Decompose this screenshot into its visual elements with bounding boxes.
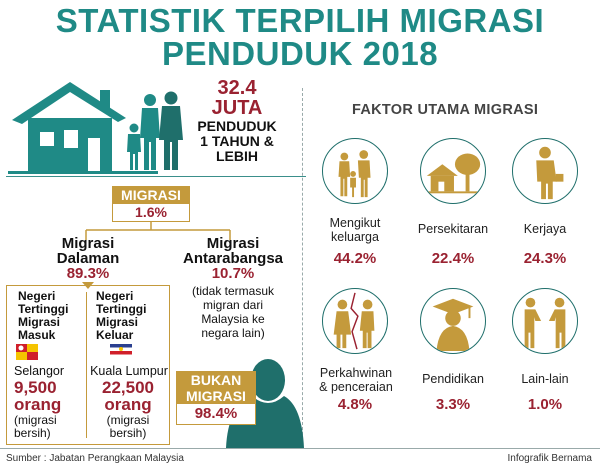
population-label-3: LEBIH bbox=[216, 148, 258, 164]
population-label-2: 1 TAHUN & bbox=[200, 133, 274, 149]
source-text: Sumber : Jabatan Perangkaan Malaysia bbox=[6, 453, 184, 464]
faktor-3-value: 24.3% bbox=[523, 250, 567, 267]
faktor-4-label-1: Perkahwinan bbox=[319, 366, 393, 380]
states-divider bbox=[86, 292, 87, 438]
bukan-migrasi-box: BUKAN MIGRASI 98.4% bbox=[176, 371, 256, 425]
migrasi-value: 1.6% bbox=[135, 204, 167, 220]
keluar-value: 22,500 bbox=[102, 378, 154, 397]
masuk-state: Selangor bbox=[14, 364, 65, 378]
selangor-flag-icon bbox=[16, 344, 38, 360]
population-label-1: PENDUDUK bbox=[197, 118, 277, 134]
population-value: 32.4 bbox=[217, 77, 257, 99]
states-frame bbox=[6, 285, 170, 445]
left-divider bbox=[6, 176, 306, 177]
footer-divider bbox=[0, 448, 600, 449]
masuk-header-2: Tertinggi bbox=[18, 302, 69, 316]
kuala-lumpur-flag-icon bbox=[110, 344, 132, 358]
handshake-icon bbox=[512, 288, 578, 354]
faktor-title: FAKTOR UTAMA MIGRASI bbox=[352, 102, 539, 118]
masuk-unit: orang bbox=[14, 395, 62, 414]
house-tree-icon bbox=[420, 138, 486, 204]
faktor-6-value: 1.0% bbox=[527, 396, 563, 413]
faktor-5-value: 3.3% bbox=[435, 396, 471, 413]
masuk-header-1: Negeri bbox=[18, 289, 56, 303]
masuk-value: 9,500 bbox=[14, 378, 57, 397]
bukan-line-1: BUKAN bbox=[177, 372, 255, 388]
faktor-1-label-1: Mengikut bbox=[329, 216, 381, 230]
keluar-header-2: Tertinggi bbox=[96, 302, 147, 316]
faktor-1-value: 44.2% bbox=[333, 250, 377, 267]
title-line-2: PENDUDUK 2018 bbox=[161, 35, 439, 72]
keluar-note-2: bersih) bbox=[109, 426, 147, 440]
migrasi-label: MIGRASI bbox=[113, 187, 189, 204]
keluar-header-4: Keluar bbox=[96, 328, 134, 342]
antarabangsa-line-2: Antarabangsa bbox=[182, 250, 284, 267]
antarabangsa-note-1: (tidak termasuk bbox=[191, 284, 275, 298]
faktor-2-value: 22.4% bbox=[431, 250, 475, 267]
faktor-5-label-1: Pendidikan bbox=[422, 372, 484, 386]
businessman-icon bbox=[512, 138, 578, 204]
faktor-1-label-2: keluarga bbox=[331, 230, 379, 244]
broken-couple-icon bbox=[322, 288, 388, 354]
migrasi-box: MIGRASI 1.6% bbox=[112, 186, 190, 222]
masuk-note-2: bersih) bbox=[14, 426, 51, 440]
graduate-icon bbox=[420, 288, 486, 354]
dalaman-line-2: Dalaman bbox=[56, 250, 120, 267]
faktor-4-label-2: & penceraian bbox=[319, 380, 393, 394]
dalaman-value: 89.3% bbox=[66, 265, 110, 282]
keluar-header-3: Migrasi bbox=[96, 315, 139, 329]
masuk-header-3: Migrasi bbox=[18, 315, 61, 329]
keluar-unit: orang bbox=[104, 395, 152, 414]
family-icon bbox=[322, 138, 388, 204]
keluar-header-1: Negeri bbox=[96, 289, 134, 303]
credit-text: Infografik Bernama bbox=[507, 453, 593, 464]
masuk-header-4: Masuk bbox=[18, 328, 56, 342]
antarabangsa-line-1: Migrasi bbox=[206, 235, 260, 252]
antarabangsa-note-3: Malaysia ke bbox=[201, 312, 265, 326]
migrasi-connector bbox=[85, 222, 231, 240]
faktor-2-label-1: Persekitaran bbox=[417, 222, 489, 236]
bukan-value: 98.4% bbox=[194, 405, 238, 422]
population-unit: JUTA bbox=[211, 97, 263, 119]
keluar-state: Kuala Lumpur bbox=[90, 364, 168, 378]
faktor-6-label-1: Lain-lain bbox=[521, 372, 569, 386]
antarabangsa-value: 10.7% bbox=[211, 265, 255, 282]
antarabangsa-note-2: migran dari bbox=[202, 298, 264, 312]
bukan-line-2: MIGRASI bbox=[177, 388, 255, 404]
antarabangsa-note-4: negara lain) bbox=[201, 326, 265, 340]
dalaman-line-1: Migrasi bbox=[61, 235, 115, 252]
vertical-divider bbox=[302, 88, 303, 440]
keluar-note-1: (migrasi bbox=[106, 413, 150, 427]
title-line-1: STATISTIK TERPILIH MIGRASI bbox=[55, 2, 545, 39]
house-family-icon bbox=[8, 82, 183, 174]
faktor-3-label-1: Kerjaya bbox=[523, 222, 567, 236]
faktor-4-value: 4.8% bbox=[337, 396, 373, 413]
masuk-note-1: (migrasi bbox=[14, 413, 57, 427]
